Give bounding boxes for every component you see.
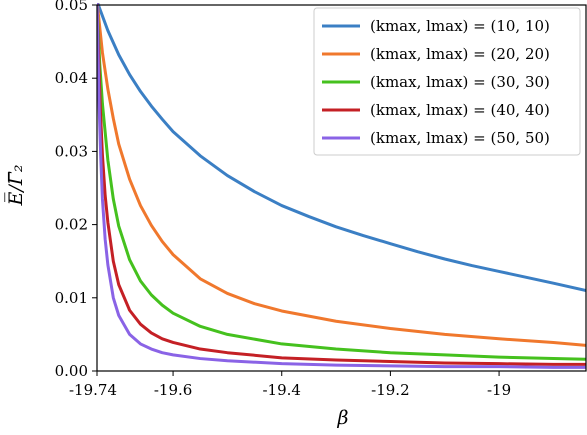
- y-tick-label: 0.04: [55, 69, 88, 87]
- series-line-4: [97, 3, 586, 366]
- svg-text:E̅/Γ̅₂: E̅/Γ̅₂: [5, 164, 27, 206]
- legend-label-2: (kmax, lmax) = (20, 20): [370, 45, 550, 63]
- x-axis-label: β: [337, 407, 349, 429]
- ticks-layer: -19.74 -19.6 -19.4 -19.2 -19 0.00 0.01 0.02 0.03…: [55, 0, 512, 399]
- y-tick-label: 0.02: [55, 216, 88, 234]
- y-tick-label: 0.05: [55, 0, 88, 14]
- legend-label-4: (kmax, lmax) = (40, 40): [370, 101, 550, 119]
- legend: (kmax, lmax) = (10, 10) (kmax, lmax) = (2…: [313, 7, 581, 156]
- series-layer: [97, 3, 586, 369]
- series-line-3: [97, 3, 586, 361]
- legend-label-5: (kmax, lmax) = (50, 50): [370, 129, 550, 147]
- x-tick-label: -19.2: [371, 381, 409, 399]
- series-line-5: [97, 3, 586, 369]
- y-tick-label: 0.03: [55, 142, 88, 160]
- legend-box: [313, 7, 581, 156]
- y-axis-label: E̅/Γ̅₂: [5, 164, 27, 206]
- legend-label-3: (kmax, lmax) = (30, 30): [370, 73, 550, 91]
- y-tick-label: 0.00: [55, 362, 88, 380]
- x-tick-label: -19.4: [262, 381, 300, 399]
- plot-frame: [96, 4, 587, 372]
- series-line-2: [97, 3, 586, 347]
- y-tick-label: 0.01: [55, 289, 88, 307]
- x-tick-label: -19.6: [154, 381, 192, 399]
- legend-label-1: (kmax, lmax) = (10, 10): [370, 17, 550, 35]
- x-tick-label: -19: [487, 381, 511, 399]
- series-line-1: [97, 3, 586, 292]
- x-tick-label: -19.74: [69, 381, 117, 399]
